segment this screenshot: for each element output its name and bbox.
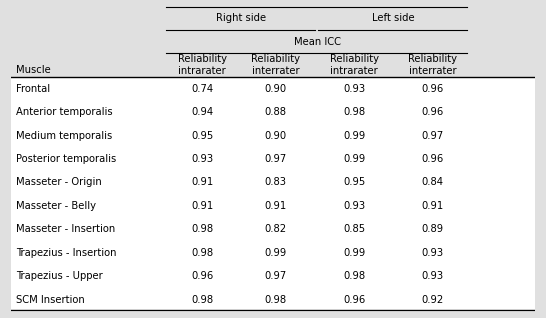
Text: Reliability
interrater: Reliability interrater [408,54,458,76]
Text: 0.90: 0.90 [265,84,287,93]
Text: 0.94: 0.94 [191,107,213,117]
Text: 0.93: 0.93 [422,248,444,258]
Text: 0.98: 0.98 [265,295,287,305]
Text: 0.98: 0.98 [191,225,213,234]
Text: 0.96: 0.96 [422,107,444,117]
Text: Muscle: Muscle [16,65,51,75]
Text: 0.92: 0.92 [422,295,444,305]
Text: 0.89: 0.89 [422,225,444,234]
Text: 0.90: 0.90 [265,130,287,141]
Text: 0.97: 0.97 [264,154,287,164]
Text: 0.99: 0.99 [264,248,287,258]
Text: 0.82: 0.82 [265,225,287,234]
Text: 0.91: 0.91 [422,201,444,211]
Text: Frontal: Frontal [16,84,50,93]
Text: 0.93: 0.93 [191,154,213,164]
Text: Anterior temporalis: Anterior temporalis [16,107,113,117]
Text: Left side: Left side [372,13,415,23]
Text: 0.95: 0.95 [343,177,365,188]
Text: Trapezius - Insertion: Trapezius - Insertion [16,248,117,258]
Text: 0.91: 0.91 [264,201,287,211]
Text: 0.85: 0.85 [343,225,365,234]
Text: Reliability
intrarater: Reliability intrarater [330,54,379,76]
Text: 0.84: 0.84 [422,177,444,188]
Text: 0.98: 0.98 [343,272,365,281]
Text: 0.98: 0.98 [191,248,213,258]
Text: 0.93: 0.93 [422,272,444,281]
Text: 0.93: 0.93 [343,84,365,93]
Text: Mean ICC: Mean ICC [294,37,341,46]
Text: Reliability
intrarater: Reliability intrarater [178,54,227,76]
Text: 0.95: 0.95 [191,130,213,141]
Text: 0.74: 0.74 [191,84,213,93]
Text: Right side: Right side [216,13,266,23]
Text: Reliability
interrater: Reliability interrater [251,54,300,76]
Text: 0.93: 0.93 [343,201,365,211]
Text: 0.96: 0.96 [422,84,444,93]
Text: SCM Insertion: SCM Insertion [16,295,85,305]
Text: Masseter - Insertion: Masseter - Insertion [16,225,115,234]
Bar [11,77,535,312]
Text: Trapezius - Upper: Trapezius - Upper [16,272,103,281]
Text: 0.99: 0.99 [343,248,365,258]
Text: 0.88: 0.88 [265,107,287,117]
Text: 0.83: 0.83 [265,177,287,188]
Text: 0.99: 0.99 [343,154,365,164]
Text: 0.98: 0.98 [343,107,365,117]
Text: 0.96: 0.96 [343,295,365,305]
Text: Masseter - Origin: Masseter - Origin [16,177,102,188]
Text: 0.91: 0.91 [191,201,213,211]
Text: 0.96: 0.96 [422,154,444,164]
Text: 0.98: 0.98 [191,295,213,305]
Text: 0.99: 0.99 [343,130,365,141]
Bar [11,6,535,77]
Text: Masseter - Belly: Masseter - Belly [16,201,96,211]
Text: Medium temporalis: Medium temporalis [16,130,112,141]
Text: 0.97: 0.97 [264,272,287,281]
Text: 0.96: 0.96 [191,272,213,281]
Text: Posterior temporalis: Posterior temporalis [16,154,116,164]
Text: 0.91: 0.91 [191,177,213,188]
Text: 0.97: 0.97 [422,130,444,141]
